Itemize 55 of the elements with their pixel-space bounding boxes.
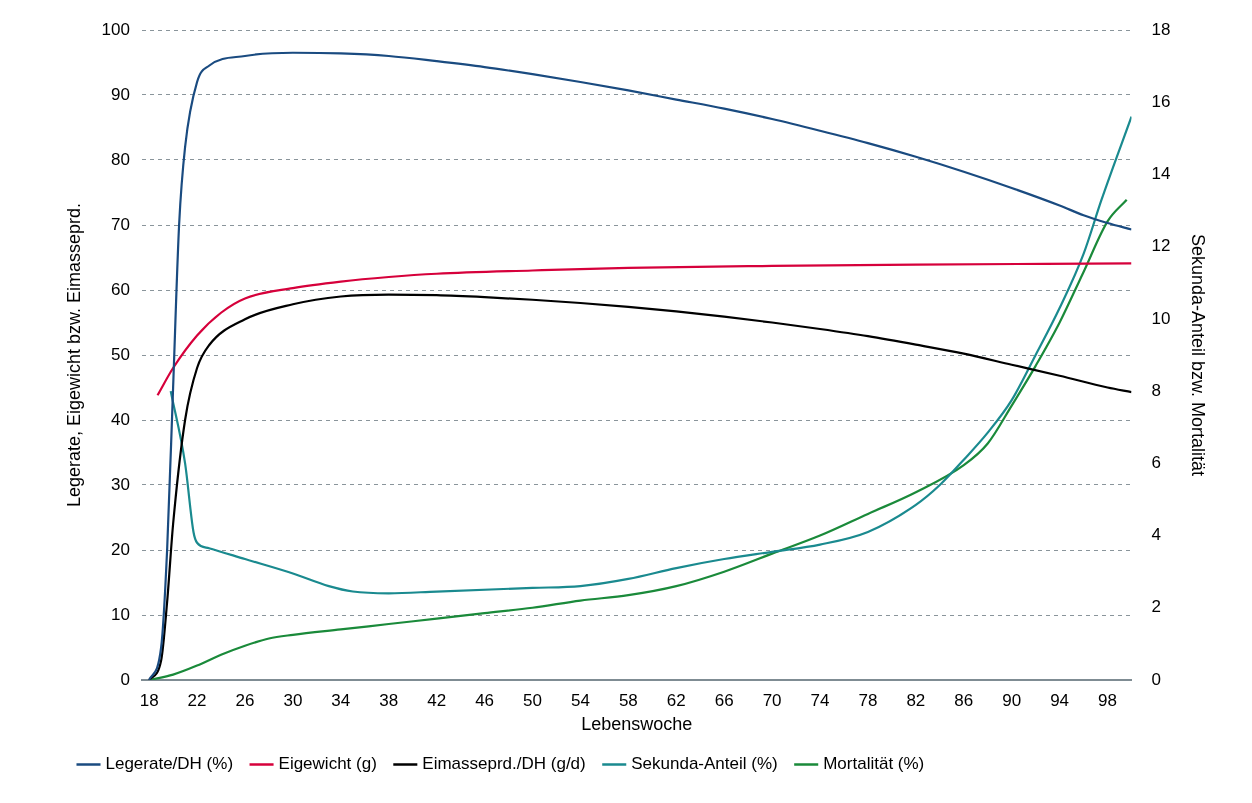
y2-tick-label: 6	[1151, 453, 1161, 473]
y2-tick-label: 2	[1151, 597, 1161, 617]
legend-label: Legerate/DH (%)	[105, 754, 234, 774]
y-tick-label: 50	[111, 344, 130, 364]
legend-label: Eimasseprd./DH (g/d)	[422, 754, 586, 774]
x-tick-label: 98	[1098, 690, 1117, 710]
y-tick-label: 10	[111, 604, 130, 624]
x-tick-label: 30	[283, 690, 303, 710]
x-tick-label: 70	[762, 690, 782, 710]
y2-axis-title: Sekunda-Anteil bzw. Mortalität	[1188, 233, 1209, 477]
y-tick-label: 60	[111, 279, 130, 299]
legend-label: Sekunda-Anteil (%)	[631, 754, 778, 774]
x-axis-title: Lebenswoche	[581, 714, 693, 735]
line-series	[148, 51, 1132, 680]
y-axis-title: Legerate, Eigewicht bzw. Eimasseprd.	[63, 202, 84, 508]
y2-tick-label: 16	[1151, 91, 1171, 111]
x-tick-label: 58	[618, 690, 638, 710]
y-tick-label: 0	[120, 669, 130, 689]
x-tick-label: 38	[379, 690, 399, 710]
y-tick-label: 80	[111, 149, 130, 169]
x-tick-label: 46	[475, 690, 495, 710]
x-tick-label: 94	[1050, 690, 1070, 710]
line-series	[169, 115, 1132, 595]
y2-tick-label: 10	[1151, 308, 1171, 328]
x-tick-label: 86	[954, 690, 974, 710]
y2-tick-label: 8	[1151, 380, 1161, 400]
line-series	[148, 293, 1132, 680]
legend-label: Eigewicht (g)	[278, 754, 377, 774]
line-series	[148, 198, 1128, 680]
x-tick-label: 42	[427, 690, 447, 710]
y2-tick-label: 12	[1151, 236, 1171, 256]
x-tick-label: 90	[1002, 690, 1022, 710]
y-tick-label: 20	[111, 539, 130, 559]
x-tick-label: 82	[906, 690, 926, 710]
y-tick-label: 90	[111, 84, 130, 104]
x-tick-label: 74	[810, 690, 830, 710]
line-series	[156, 262, 1132, 397]
y2-tick-label: 4	[1151, 525, 1161, 545]
x-tick-label: 34	[331, 690, 351, 710]
y-tick-label: 30	[111, 474, 130, 494]
x-tick-label: 66	[714, 690, 734, 710]
y-tick-label: 70	[111, 214, 130, 234]
x-tick-label: 22	[187, 690, 207, 710]
y2-tick-label: 14	[1151, 164, 1171, 184]
y-tick-label: 40	[111, 409, 130, 429]
x-tick-label: 50	[523, 690, 542, 710]
x-tick-label: 18	[139, 690, 159, 710]
x-tick-label: 62	[666, 690, 686, 710]
y-tick-label: 100	[101, 19, 130, 39]
x-tick-label: 26	[235, 690, 255, 710]
x-tick-label: 54	[570, 690, 590, 710]
y2-tick-label: 0	[1151, 669, 1161, 689]
legend-label: Mortalität (%)	[823, 754, 925, 774]
x-tick-label: 78	[858, 690, 878, 710]
y2-tick-label: 18	[1151, 19, 1171, 39]
